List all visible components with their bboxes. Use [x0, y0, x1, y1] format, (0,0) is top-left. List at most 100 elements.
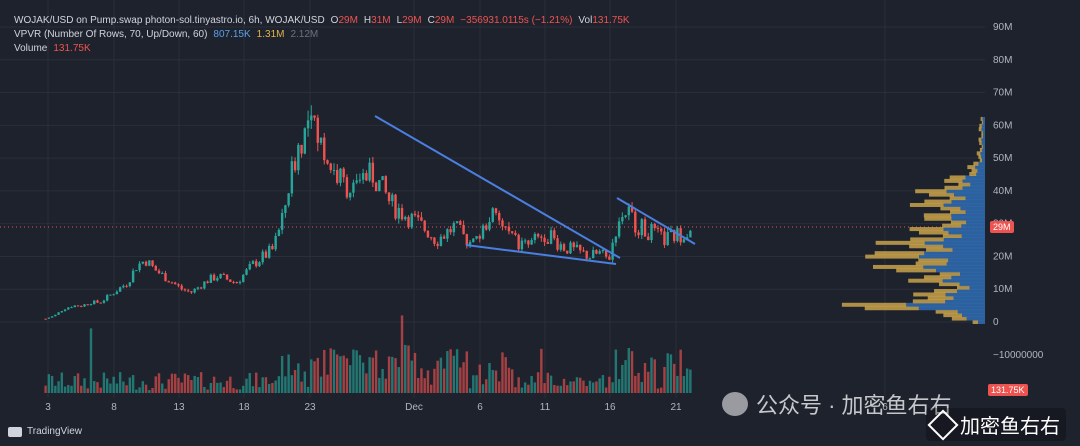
volume-bar: [118, 372, 122, 393]
candle-body: [54, 314, 57, 317]
volume-bar: [601, 375, 605, 393]
candle-body: [601, 249, 605, 252]
volume-bar: [634, 375, 637, 393]
volume-row[interactable]: Volume 131.75K: [14, 42, 630, 56]
vpvr-bar-up: [978, 127, 982, 132]
candle-body: [540, 236, 543, 238]
volume-bar: [303, 371, 307, 393]
volume-bar: [164, 388, 167, 393]
vpvr-bar-down: [943, 237, 985, 242]
footer[interactable]: TradingView: [8, 426, 82, 437]
high-label: H: [363, 15, 372, 26]
candle-body: [604, 249, 608, 257]
volume-bar: [102, 372, 106, 393]
candle-body: [400, 207, 404, 220]
volume-bar: [151, 388, 154, 393]
symbol-label[interactable]: WOJAK/USD on Pump.swap photon-sol.tinyas…: [14, 15, 325, 26]
volume-bar: [543, 383, 546, 393]
vpvr-bar-down: [960, 206, 985, 211]
candle-body: [342, 168, 345, 178]
volume-bar: [128, 377, 132, 393]
vpvr-bar-down: [980, 151, 985, 156]
close-value: 29M: [434, 15, 455, 26]
candle-body: [154, 265, 157, 271]
volume-bar: [73, 376, 76, 393]
volume-bar: [365, 373, 368, 393]
candle-body: [478, 236, 481, 239]
volume-bar: [277, 376, 281, 393]
candle-body: [394, 194, 397, 219]
volume-bar: [452, 355, 456, 393]
candle-body: [271, 245, 274, 250]
volume-bar: [44, 385, 47, 393]
candle-body: [287, 193, 290, 206]
candle-body: [67, 307, 70, 310]
volume-bar: [559, 385, 562, 393]
volume-bar: [209, 382, 213, 393]
volume-bar: [297, 363, 300, 393]
candle-body: [122, 285, 125, 288]
volume-bar: [498, 381, 501, 393]
candle-body: [300, 144, 303, 154]
volume-bar: [478, 364, 481, 393]
vpvr-bar-down: [970, 182, 985, 187]
vpvr-bar-up: [927, 295, 954, 300]
vpvr-bar-up: [956, 285, 970, 290]
volume-bar: [238, 389, 242, 393]
candle-body: [50, 316, 54, 318]
volume-bar: [131, 375, 135, 393]
volume-bar: [122, 381, 125, 393]
vpvr-bar-down: [943, 244, 985, 249]
vpvr-bar-down: [969, 285, 985, 290]
volume-bar: [141, 381, 145, 393]
vpvr-bar-up: [979, 123, 982, 128]
volume-bar: [248, 372, 251, 393]
volume-bar: [76, 373, 80, 393]
vpvr-bar-up: [981, 120, 984, 125]
vpvr-bar-up: [950, 209, 966, 214]
volume-bar: [407, 345, 410, 393]
volume-bar: [310, 359, 313, 393]
volume-bar: [60, 372, 64, 393]
candle-body: [591, 250, 595, 259]
vpvr-bar-down: [951, 216, 985, 221]
vpvr-bar-down: [918, 306, 985, 311]
volume-bar: [569, 381, 572, 393]
candle-body: [135, 270, 138, 272]
candle-body: [193, 288, 196, 293]
candle-body: [643, 219, 647, 237]
volume-bar: [336, 354, 339, 393]
candle-body: [439, 236, 443, 246]
vpvr-value-3: 2.12M: [290, 29, 319, 40]
vpvr-bar-down: [981, 127, 985, 132]
candle-body: [242, 274, 245, 282]
volume-bar: [290, 375, 294, 393]
candle-body: [306, 120, 310, 129]
candle-body: [420, 217, 423, 221]
candle-body: [345, 177, 349, 198]
x-tick-label: 8: [111, 402, 117, 413]
candle-body: [637, 232, 640, 236]
vpvr-bar-up: [875, 240, 925, 245]
candle-body: [238, 281, 242, 283]
volume-bar: [47, 374, 51, 393]
candle-body: [206, 281, 209, 283]
vpvr-bar-down: [924, 251, 985, 256]
volume-bar: [679, 349, 682, 393]
candle-body: [319, 137, 323, 143]
vpvr-bar-down: [923, 264, 985, 269]
vpvr-row[interactable]: VPVR (Number Of Rows, 70, Up/Down, 60) 8…: [14, 28, 630, 42]
candle-body: [553, 230, 556, 239]
candle-body: [47, 317, 51, 319]
volume-bar: [653, 359, 656, 393]
volume-bar: [549, 375, 553, 393]
volume-bar: [112, 376, 115, 393]
candle-body: [442, 236, 446, 239]
volume-bar: [371, 357, 375, 393]
x-tick-label: 13: [173, 402, 185, 413]
volume-bar: [225, 380, 229, 393]
volume-bar: [358, 355, 362, 393]
volume-bar: [190, 380, 193, 393]
candle-body: [472, 238, 475, 243]
